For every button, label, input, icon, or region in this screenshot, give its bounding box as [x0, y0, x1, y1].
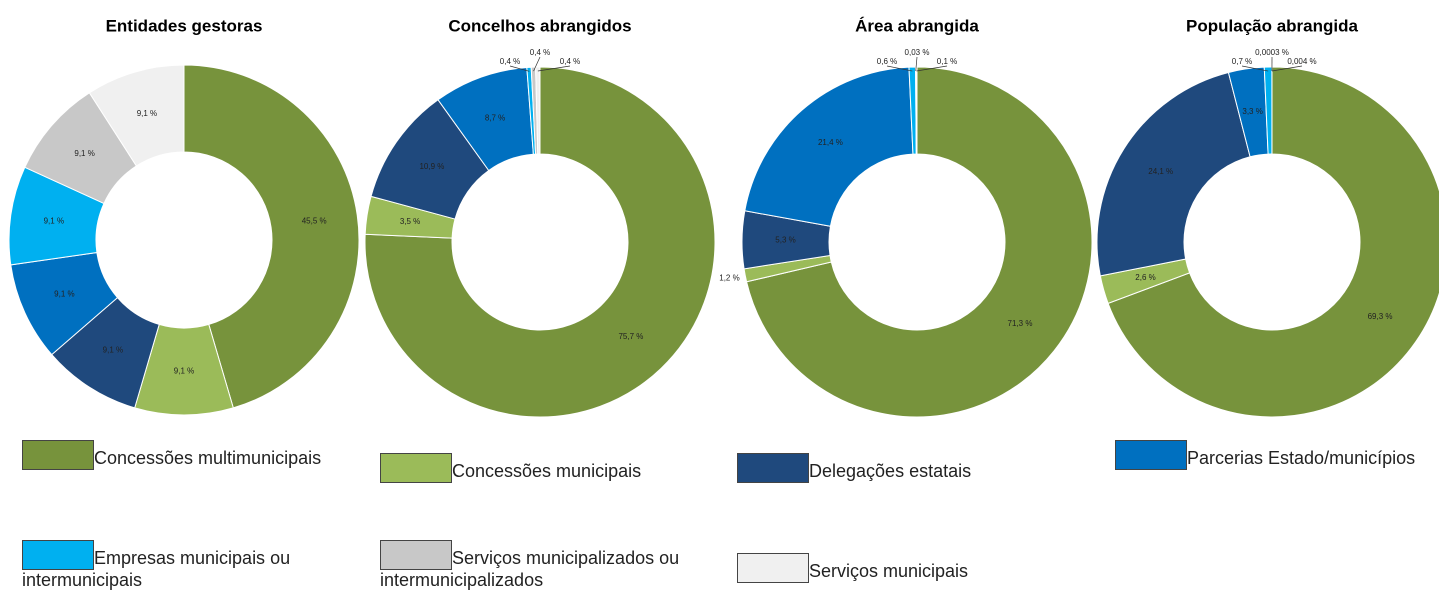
leader-line	[537, 65, 571, 72]
slice-label: 2,6 %	[1135, 273, 1155, 282]
leader-line	[886, 65, 913, 72]
slice	[183, 64, 360, 409]
slice-label: 0,4 %	[560, 57, 580, 66]
legend-label: Empresas municipais ou intermunicipais	[22, 548, 291, 590]
chart-title: Entidades gestoras	[106, 16, 263, 35]
slice-label: 9,1 %	[54, 290, 74, 299]
slice-label: 5,3 %	[775, 235, 795, 244]
slice-label: 9,1 %	[103, 346, 123, 355]
slice-label: 0,4 %	[530, 48, 550, 57]
slice-label: 69,3 %	[1368, 312, 1393, 321]
leader-line	[509, 65, 530, 72]
slice-label: 0,03 %	[905, 48, 930, 57]
legend-item: Serviços municipais	[737, 553, 1057, 583]
leader-line	[915, 56, 918, 72]
slice-label: 9,1 %	[137, 109, 157, 118]
legend-label: Serviços municipalizados ou intermunicip…	[380, 548, 680, 590]
slice-label: 0,6 %	[877, 57, 897, 66]
slice-label: 1,2 %	[719, 273, 739, 282]
slice-label: 10,9 %	[419, 162, 444, 171]
leader-line	[533, 56, 541, 72]
slice	[535, 66, 541, 155]
chart-title: População abrangida	[1186, 16, 1358, 35]
slice-label: 9,1 %	[74, 149, 94, 158]
legend-swatch	[1115, 440, 1187, 470]
slice-label: 71,3 %	[1008, 319, 1033, 328]
slice	[1096, 71, 1251, 277]
legend-item: Serviços municipalizados ou intermunicip…	[380, 540, 700, 591]
slice-label: 0,0003 %	[1255, 48, 1289, 57]
legend-label: Concessões multimunicipais	[94, 448, 322, 468]
slice-label: 9,1 %	[44, 216, 64, 225]
leader-line	[1241, 65, 1269, 72]
slice-label: 0,7 %	[1232, 57, 1252, 66]
legend-swatch	[380, 453, 452, 483]
slice-label: 9,1 %	[174, 367, 194, 376]
legend-label: Parcerias Estado/municípios	[1187, 448, 1416, 468]
legend-swatch	[22, 440, 94, 470]
charts: Entidades gestoras 45,5 % 9,1 % 9,1 % 9,1 % 9…	[8, 16, 1439, 418]
slice-label: 21,4 %	[818, 138, 843, 147]
slice	[745, 66, 1093, 418]
legend-item: Concessões municipais	[380, 453, 700, 483]
chart-title: Concelhos abrangidos	[448, 16, 631, 35]
legend-swatch	[737, 453, 809, 483]
slice-label: 3,5 %	[400, 217, 420, 226]
slice-label: 24,1 %	[1148, 167, 1173, 176]
slice-label: 8,7 %	[485, 114, 505, 123]
leader-line	[1271, 65, 1303, 72]
slice-label: 45,5 %	[302, 216, 327, 225]
legend-swatch	[22, 540, 94, 570]
legend-label: Concessões municipais	[452, 461, 642, 481]
slice	[88, 64, 185, 167]
leader-line	[916, 65, 948, 72]
legend-label: Delegações estatais	[809, 461, 972, 481]
slice-label: 0,1 %	[937, 57, 957, 66]
legend-item: Parcerias Estado/municípios	[1115, 440, 1435, 470]
slice-label: 3,3 %	[1242, 107, 1262, 116]
legend-item: Concessões multimunicipais	[22, 440, 342, 470]
slice	[1107, 66, 1439, 418]
slice-label: 0,004 %	[1287, 57, 1316, 66]
slice-label: 0,4 %	[500, 57, 520, 66]
slice	[364, 66, 716, 418]
legend-swatch	[737, 553, 809, 583]
legend-item: Delegações estatais	[737, 453, 1057, 483]
legend-label: Serviços municipais	[809, 561, 969, 581]
chart-title: Área abrangida	[855, 16, 979, 35]
legend-swatch	[380, 540, 452, 570]
legend-item: Empresas municipais ou intermunicipais	[22, 540, 342, 591]
slice-label: 75,7 %	[618, 332, 643, 341]
